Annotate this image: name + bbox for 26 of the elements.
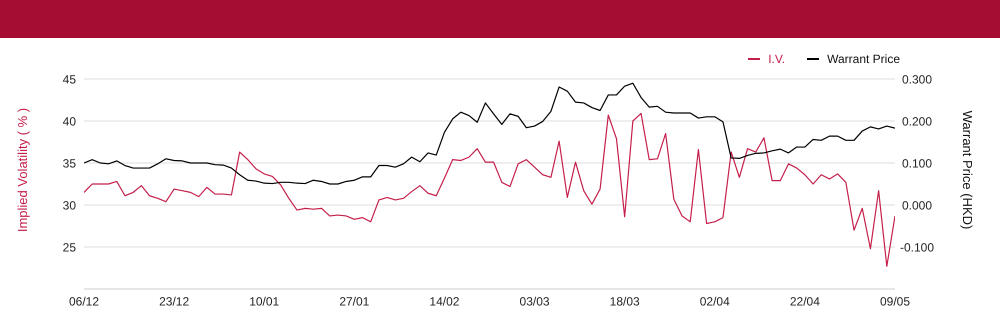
- line-series: [84, 82, 895, 185]
- y2-tick-label: -0.100: [900, 240, 934, 254]
- y2-tick-label: 0.100: [902, 156, 932, 170]
- x-tick-label: 03/03: [520, 294, 550, 309]
- x-tick-label: 06/12: [68, 294, 100, 309]
- y2-tick-label: 0.200: [902, 114, 932, 128]
- x-tick-label: 10/01: [249, 294, 280, 309]
- y-axis-title: Implied Volatility ( % ): [14, 106, 31, 234]
- y-tick-label: 25: [62, 240, 76, 254]
- y2-tick-label: 0.000: [902, 198, 932, 212]
- y-tick-label: 35: [62, 156, 76, 170]
- x-tick-label: 27/01: [339, 294, 370, 309]
- x-tick-label: 23/12: [159, 294, 190, 309]
- y2-tick-label: 0.300: [902, 72, 932, 86]
- x-tick-label: 02/04: [700, 294, 730, 309]
- y-tick-label: 30: [62, 198, 76, 212]
- y-tick-label: 45: [62, 72, 76, 86]
- x-tick-label: 09/05: [880, 294, 910, 309]
- legend-label: I.V.: [768, 52, 786, 66]
- x-tick-label: 14/02: [429, 294, 460, 309]
- x-tick-label: 22/04: [790, 294, 820, 309]
- y2-axis-title: Warrant Price (HKD): [959, 110, 976, 232]
- legend-label: Warrant Price: [827, 52, 900, 66]
- line-series: [84, 112, 895, 267]
- x-tick-label: 18/03: [610, 294, 640, 309]
- y-tick-label: 40: [62, 114, 76, 128]
